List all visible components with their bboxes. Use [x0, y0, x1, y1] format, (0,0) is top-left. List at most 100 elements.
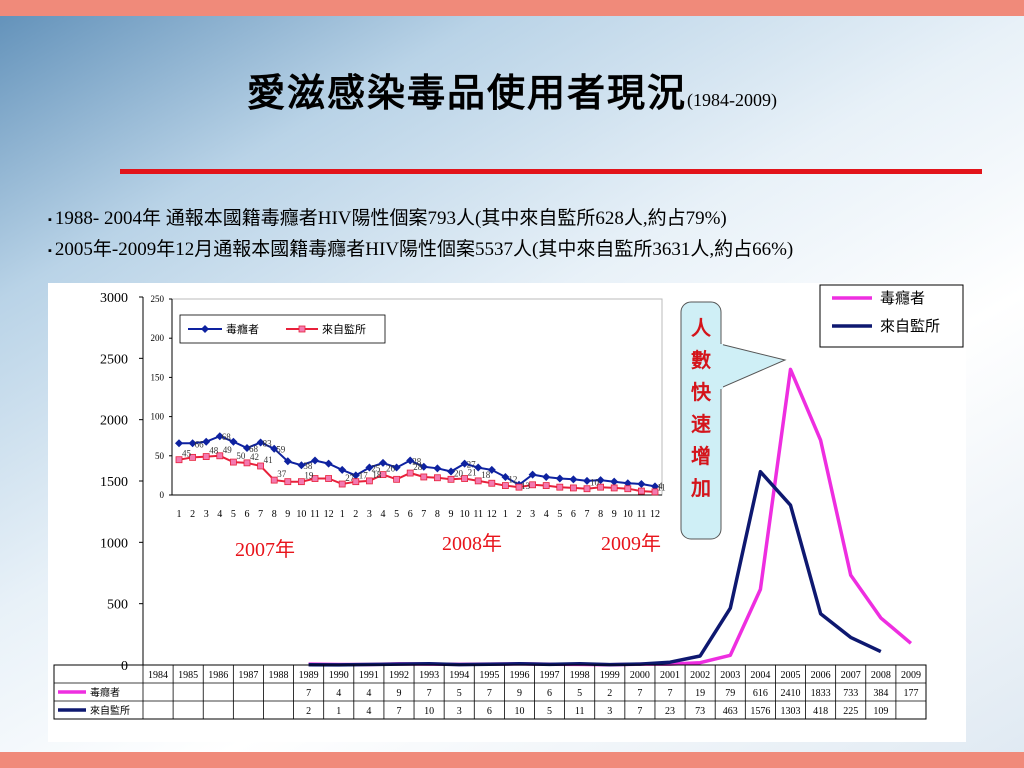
inset-x-tick-label: 12: [324, 509, 334, 520]
inset-marker: [175, 439, 183, 448]
table-header-cell: 1985: [178, 670, 198, 681]
table-cell: 4: [366, 688, 371, 699]
callout-pointer: [715, 342, 787, 391]
table-header-cell: 1988: [269, 670, 289, 681]
table-cell: 7: [396, 706, 401, 717]
inset-marker: [365, 463, 374, 472]
y-tick-label: 0: [121, 659, 128, 674]
y-tick-label: 1000: [100, 536, 128, 551]
inset-marker: [420, 473, 428, 481]
table-row-label: 來自監所: [90, 704, 130, 717]
table-cell: 3: [607, 706, 612, 717]
page-title: 愛滋感染毒品使用者現況(1984-2009): [0, 62, 1024, 117]
inset-marker: [243, 443, 251, 452]
inset-marker: [570, 484, 577, 492]
inset-data-label: 41: [264, 455, 273, 465]
table-cell: 2: [306, 706, 311, 717]
inset-marker: [256, 438, 265, 447]
inset-x-tick-label: 6: [408, 509, 413, 520]
callout-char: 增: [691, 444, 711, 468]
inset-x-tick-label: 11: [310, 509, 320, 520]
table-cell: 6: [487, 706, 492, 717]
table-cell: 7: [637, 688, 642, 699]
table-header-cell: 1989: [299, 670, 319, 681]
inset-x-tick-label: 9: [285, 509, 290, 520]
callout-char: 速: [691, 413, 711, 436]
table-cell: 5: [547, 706, 552, 717]
inset-x-tick-label: 3: [204, 509, 209, 520]
table-cell: 79: [725, 688, 735, 699]
inset-data-label: 28: [412, 457, 422, 467]
inset-marker: [488, 479, 496, 487]
inset-data-label: 17: [359, 471, 369, 481]
inset-x-tick-label: 6: [245, 509, 250, 520]
title-range: (1984-2009): [687, 90, 777, 110]
inset-legend-label: 毒癮者: [226, 322, 259, 336]
inset-x-tick-label: 10: [623, 509, 633, 520]
table-header-cell: 1996: [509, 670, 529, 681]
callout-char: 數: [691, 349, 711, 372]
inset-marker: [297, 478, 305, 486]
inset-x-tick-label: 2: [517, 509, 522, 520]
callout-char: 加: [690, 477, 711, 500]
inset-marker: [379, 458, 387, 467]
inset-marker: [447, 475, 455, 483]
inset-marker: [406, 469, 414, 477]
inset-legend-label: 來自監所: [322, 322, 366, 336]
inset-marker: [216, 452, 224, 460]
inset-marker: [406, 456, 415, 465]
table-cell: 6: [547, 688, 552, 699]
inset-marker: [542, 482, 550, 489]
inset-marker: [583, 476, 591, 485]
table-cell: 19: [695, 688, 705, 699]
inset-data-label: 66: [195, 439, 205, 449]
callout-char: 人: [691, 317, 712, 340]
y-tick-label: 2500: [100, 352, 128, 367]
table-header-cell: 2007: [841, 670, 861, 681]
inset-marker: [651, 488, 659, 496]
table-header-cell: 1997: [540, 670, 560, 681]
table-cell: 7: [668, 688, 673, 699]
table-header-cell: 1993: [419, 670, 439, 681]
table-header-cell: 2002: [690, 670, 710, 681]
bottom-band: [0, 752, 1024, 768]
inset-y-tick-label: 0: [160, 490, 165, 500]
table-header-cell: 2001: [660, 670, 680, 681]
inset-data-label: 49: [223, 445, 233, 455]
inset-y-tick-label: 50: [155, 451, 165, 461]
inset-marker: [338, 465, 347, 474]
inset-marker: [229, 437, 238, 446]
inset-marker: [189, 453, 197, 461]
table-cell: 7: [637, 706, 642, 717]
inset-data-label: 18: [372, 470, 382, 480]
table-cell: 1303: [780, 706, 800, 717]
inset-marker: [529, 481, 536, 489]
inset-marker: [283, 457, 292, 466]
inset-x-tick-label: 9: [612, 509, 617, 520]
inset-marker: [583, 485, 591, 493]
series-line-1: [308, 469, 882, 667]
table-header-cell: 2000: [630, 670, 650, 681]
inset-marker: [638, 487, 645, 495]
inset-x-tick-label: 2: [353, 509, 358, 520]
inset-x-tick-label: 10: [296, 509, 306, 520]
inset-marker: [393, 475, 401, 483]
inset-data-label: 11: [657, 482, 666, 492]
inset-x-tick-label: 12: [650, 509, 660, 520]
inset-data-label: 13: [521, 481, 531, 491]
inset-marker: [351, 471, 360, 480]
inset-marker: [392, 463, 401, 472]
inset-x-tick-label: 7: [585, 509, 590, 520]
inset-data-label: 21: [468, 468, 477, 478]
inset-x-tick-label: 3: [367, 509, 372, 520]
inset-data-label: 12: [508, 475, 517, 485]
inset-marker: [229, 458, 237, 466]
table-cell: 1: [336, 706, 341, 717]
table-header-cell: 1999: [600, 670, 620, 681]
inset-data-label: 10: [590, 478, 600, 488]
inset-x-tick-label: 11: [473, 509, 483, 520]
table-cell: 2: [607, 688, 612, 699]
table-cell: 9: [396, 688, 401, 699]
